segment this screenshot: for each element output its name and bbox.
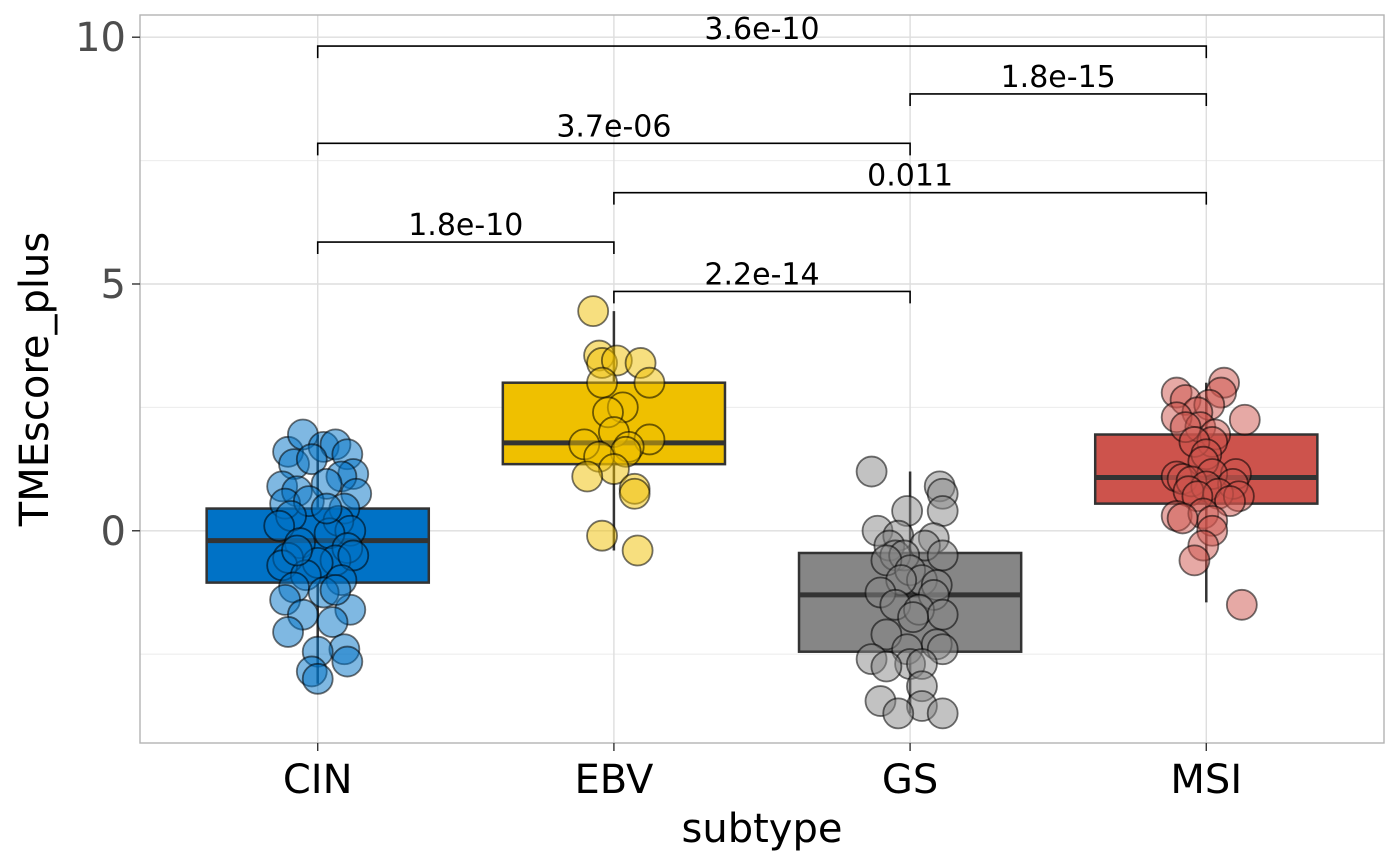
point-cin-36 bbox=[272, 616, 304, 648]
y-tick-label-2: 10 bbox=[75, 15, 126, 61]
bracket-gs-msi bbox=[909, 93, 1208, 106]
x-axis-ticks: CIN EBV GS MSI bbox=[283, 743, 1242, 803]
point-ebv-5 bbox=[586, 366, 618, 399]
p-value-label-cin-msi: 3.6e-10 bbox=[704, 12, 819, 47]
point-gs-22 bbox=[926, 598, 959, 631]
x-tick-label-gs: GS bbox=[882, 757, 938, 803]
point-gs-35 bbox=[882, 697, 915, 730]
point-cin-19 bbox=[263, 509, 296, 542]
point-gs-31 bbox=[870, 650, 903, 683]
x-tick-label-msi: MSI bbox=[1170, 757, 1242, 803]
point-ebv-20 bbox=[621, 534, 654, 567]
x-tick-label-ebv: EBV bbox=[574, 757, 653, 803]
bracket-cin-gs bbox=[316, 142, 911, 156]
point-gs-36 bbox=[926, 697, 959, 730]
p-value-label-gs-msi: 1.8e-15 bbox=[1001, 60, 1116, 95]
point-ebv-0 bbox=[577, 295, 610, 328]
point-cin-42 bbox=[319, 574, 352, 606]
significance-brackets: 1.8e-10 2.2e-14 0.011 3.7e-06 1.8e-15 3.6e-10 bbox=[316, 12, 1208, 304]
p-value-label-ebv-msi: 0.011 bbox=[867, 159, 953, 194]
bracket-ebv-msi bbox=[613, 191, 1208, 205]
point-ebv-16 bbox=[571, 460, 604, 493]
point-gs-0 bbox=[855, 455, 888, 488]
x-axis-title: subtype bbox=[682, 806, 843, 852]
point-msi-30 bbox=[1166, 502, 1199, 535]
p-value-label-cin-gs: 3.7e-06 bbox=[556, 109, 671, 144]
point-msi-26 bbox=[1214, 485, 1246, 518]
plot-panel-border bbox=[139, 14, 1385, 744]
y-axis-title: TMEscore_plus bbox=[12, 232, 58, 527]
y-tick-label-1: 5 bbox=[101, 262, 126, 308]
point-cin-44 bbox=[310, 492, 343, 525]
point-msi-33 bbox=[1178, 544, 1211, 577]
x-tick-label-cin: CIN bbox=[283, 757, 353, 803]
p-value-label-cin-ebv: 1.8e-10 bbox=[408, 208, 523, 243]
point-gs-23 bbox=[897, 601, 929, 634]
p-value-label-ebv-gs: 2.2e-14 bbox=[704, 257, 819, 292]
point-gs-12 bbox=[926, 539, 959, 572]
y-axis-ticks: 0 5 10 bbox=[75, 15, 140, 555]
point-ebv-19 bbox=[586, 519, 618, 552]
point-msi-34 bbox=[1225, 588, 1258, 621]
bracket-ebv-gs bbox=[613, 290, 911, 304]
bracket-cin-msi bbox=[316, 45, 1208, 59]
point-cin-7 bbox=[295, 443, 328, 476]
y-tick-label-0: 0 bbox=[101, 509, 126, 555]
bracket-cin-ebv bbox=[316, 241, 615, 255]
points-layer bbox=[263, 295, 1261, 730]
point-cin-39 bbox=[331, 645, 364, 678]
point-ebv-6 bbox=[633, 366, 666, 399]
point-msi-7 bbox=[1228, 403, 1261, 436]
point-cin-43 bbox=[281, 534, 313, 567]
point-gs-4 bbox=[926, 495, 959, 527]
point-cin-35 bbox=[316, 606, 349, 638]
point-ebv-18 bbox=[618, 477, 651, 510]
point-cin-41 bbox=[301, 662, 334, 695]
